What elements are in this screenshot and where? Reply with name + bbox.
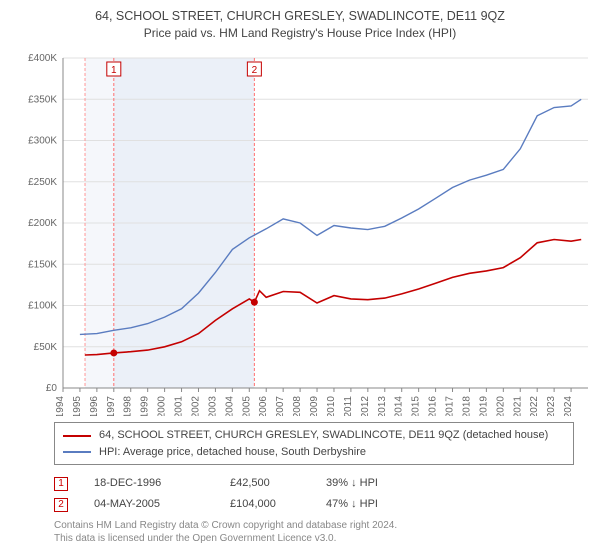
svg-text:2005: 2005 <box>241 396 252 416</box>
svg-text:2022: 2022 <box>529 396 540 416</box>
chart-title: 64, SCHOOL STREET, CHURCH GRESLEY, SWADL… <box>12 8 588 24</box>
svg-text:£400K: £400K <box>28 53 57 64</box>
svg-text:£300K: £300K <box>28 136 57 147</box>
svg-text:2004: 2004 <box>224 396 235 416</box>
svg-text:£0: £0 <box>46 383 58 394</box>
sale-row: 1 18-DEC-1996 £42,500 39% ↓ HPI <box>54 473 574 494</box>
sale-date: 04-MAY-2005 <box>94 494 204 515</box>
sale-date: 18-DEC-1996 <box>94 473 204 494</box>
svg-text:2015: 2015 <box>411 396 422 416</box>
svg-text:£100K: £100K <box>28 301 57 312</box>
svg-text:£150K: £150K <box>28 260 57 271</box>
svg-text:£350K: £350K <box>28 95 57 106</box>
sale-pct: 39% ↓ HPI <box>326 473 416 494</box>
svg-text:£200K: £200K <box>28 218 57 229</box>
legend-row: HPI: Average price, detached house, Sout… <box>63 444 565 461</box>
svg-text:2006: 2006 <box>258 396 269 416</box>
svg-text:£250K: £250K <box>28 177 57 188</box>
legend-label: 64, SCHOOL STREET, CHURCH GRESLEY, SWADL… <box>99 427 548 444</box>
svg-text:1995: 1995 <box>72 396 83 416</box>
line-chart-svg: £0 £50K £100K £150K £200K £250K £300K £350K £400… <box>18 46 588 416</box>
sales-table: 1 18-DEC-1996 £42,500 39% ↓ HPI 2 04-MAY-2005… <box>54 473 574 515</box>
svg-text:2010: 2010 <box>326 396 337 416</box>
chart-area: £0 £50K £100K £150K £200K £250K £300K £350K £400… <box>18 46 588 416</box>
svg-text:2023: 2023 <box>546 396 557 416</box>
svg-text:2021: 2021 <box>512 396 523 416</box>
sale-price: £42,500 <box>230 473 300 494</box>
legend-row: 64, SCHOOL STREET, CHURCH GRESLEY, SWADL… <box>63 427 565 444</box>
svg-text:1997: 1997 <box>106 396 117 416</box>
svg-text:2019: 2019 <box>478 396 489 416</box>
legend-box: 64, SCHOOL STREET, CHURCH GRESLEY, SWADL… <box>54 422 574 465</box>
svg-text:2001: 2001 <box>174 396 185 416</box>
legend-swatch <box>63 435 91 437</box>
sale-pct: 47% ↓ HPI <box>326 494 416 515</box>
svg-text:1996: 1996 <box>89 396 100 416</box>
svg-text:1: 1 <box>111 65 117 76</box>
svg-text:2017: 2017 <box>445 396 456 416</box>
svg-text:2014: 2014 <box>394 396 405 416</box>
svg-text:2024: 2024 <box>563 396 574 416</box>
svg-text:2016: 2016 <box>428 396 439 416</box>
svg-text:£50K: £50K <box>34 342 58 353</box>
footer-line-1: Contains HM Land Registry data © Crown c… <box>54 519 588 532</box>
legend-swatch <box>63 451 91 453</box>
sale-marker: 1 <box>54 477 68 491</box>
svg-text:2000: 2000 <box>157 396 168 416</box>
svg-text:2007: 2007 <box>275 396 286 416</box>
legend-label: HPI: Average price, detached house, Sout… <box>99 444 366 461</box>
svg-text:2018: 2018 <box>461 396 472 416</box>
svg-text:2011: 2011 <box>343 396 354 416</box>
sale-row: 2 04-MAY-2005 £104,000 47% ↓ HPI <box>54 494 574 515</box>
footer-line-2: This data is licensed under the Open Gov… <box>54 532 588 545</box>
sale-marker: 2 <box>54 498 68 512</box>
footer-attribution: Contains HM Land Registry data © Crown c… <box>54 519 588 545</box>
chart-subtitle: Price paid vs. HM Land Registry's House … <box>12 26 588 40</box>
svg-text:2020: 2020 <box>495 396 506 416</box>
svg-text:1994: 1994 <box>55 396 66 416</box>
chart-container: 64, SCHOOL STREET, CHURCH GRESLEY, SWADL… <box>0 0 600 560</box>
svg-text:1998: 1998 <box>123 396 134 416</box>
svg-text:2012: 2012 <box>360 396 371 416</box>
svg-text:2013: 2013 <box>377 396 388 416</box>
svg-text:2002: 2002 <box>190 396 201 416</box>
sale-price: £104,000 <box>230 494 300 515</box>
svg-text:1999: 1999 <box>140 396 151 416</box>
svg-text:2009: 2009 <box>309 396 320 416</box>
svg-text:2008: 2008 <box>292 396 303 416</box>
svg-text:2: 2 <box>252 65 258 76</box>
svg-text:2003: 2003 <box>207 396 218 416</box>
